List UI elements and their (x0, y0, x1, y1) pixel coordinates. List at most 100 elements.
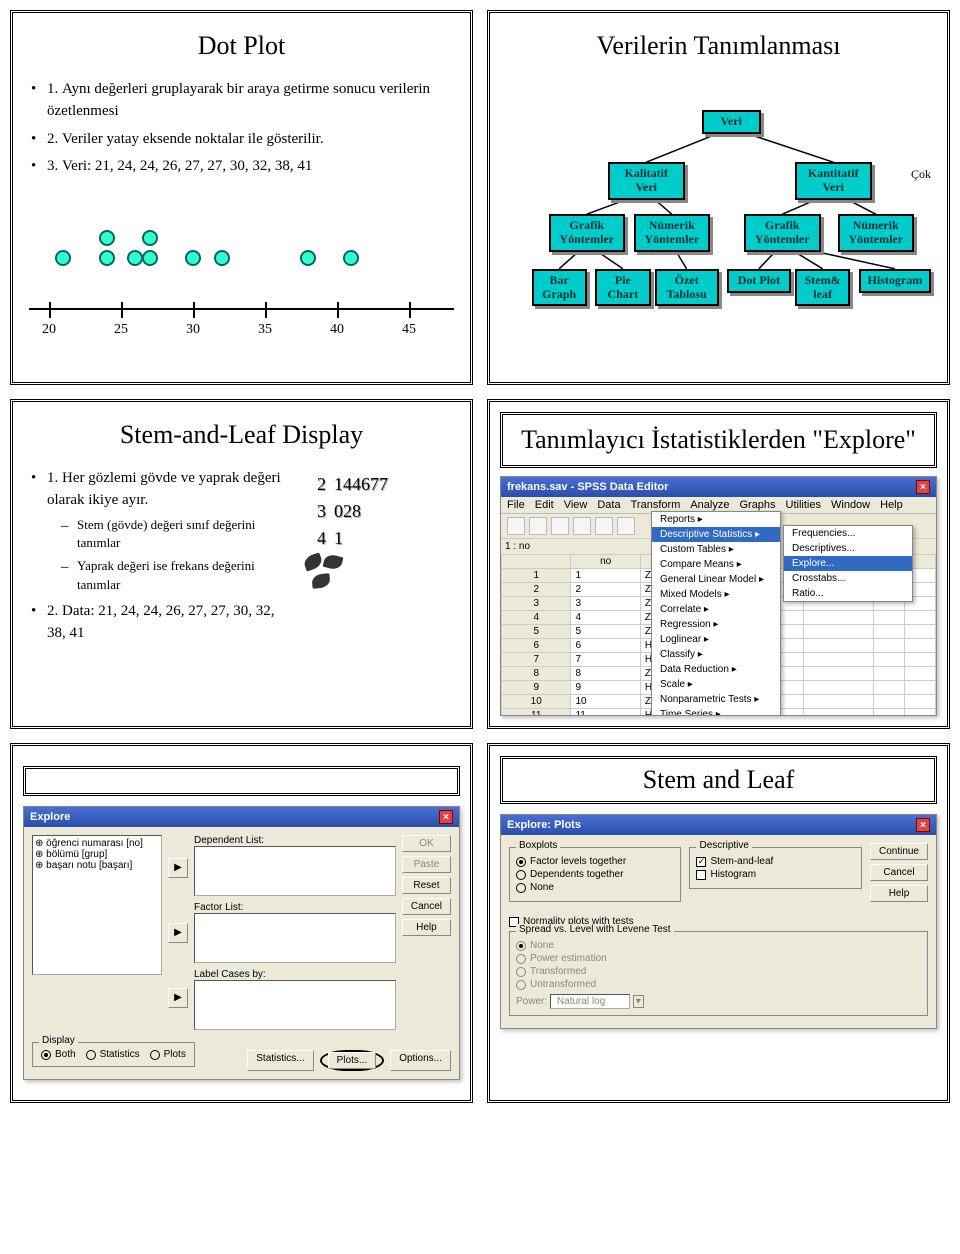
radio-boxplot[interactable] (516, 883, 526, 893)
submenu-item[interactable]: Data Reduction ▸ (652, 662, 780, 677)
submenu-item[interactable]: Classify ▸ (652, 647, 780, 662)
power-combo[interactable]: Natural log (550, 994, 630, 1009)
radio-boxplot[interactable] (516, 857, 526, 867)
tick-label: 35 (258, 322, 272, 338)
list-item[interactable]: ⊕ başarı notu [başarı] (35, 860, 159, 871)
transfer-button[interactable]: ▶ (168, 858, 188, 878)
toolbar-button[interactable] (595, 517, 613, 535)
list-item[interactable]: ⊕ bölümü [grup] (35, 849, 159, 860)
dot-marker (142, 230, 158, 246)
cancel-button[interactable]: Cancel (870, 864, 928, 881)
label-cases-field[interactable] (194, 980, 396, 1030)
dotplot-axis: 202530354045 (29, 308, 454, 368)
submenu-item[interactable]: Compare Means ▸ (652, 557, 780, 572)
variable-list[interactable]: ⊕ öğrenci numarası [no]⊕ bölümü [grup]⊕ … (32, 835, 162, 975)
continue-button[interactable]: Continue (870, 843, 928, 860)
submenu-item[interactable]: Reports ▸ (652, 512, 780, 527)
submenu-item[interactable]: Time Series ▸ (652, 707, 780, 716)
radio-both[interactable] (41, 1050, 51, 1060)
label-dependent: Dependent List: (194, 835, 396, 846)
submenu-item[interactable]: Descriptives... (784, 541, 912, 556)
radio-spread[interactable] (516, 941, 526, 951)
panel-title: Verilerin Tanımlanması (506, 31, 931, 61)
tick-label: 25 (114, 322, 128, 338)
tree-node: GrafikYöntemler (744, 214, 821, 252)
factor-list[interactable] (194, 913, 396, 963)
radio-plots[interactable] (150, 1050, 160, 1060)
menu-item[interactable]: Help (880, 499, 903, 511)
toolbar-button[interactable] (507, 517, 525, 535)
help-button[interactable]: Help (870, 885, 928, 902)
options-button[interactable]: Options... (390, 1050, 451, 1071)
submenu-item[interactable]: Mixed Models ▸ (652, 587, 780, 602)
bullet-2: 2. Data: 21, 24, 24, 26, 27, 27, 30, 32,… (29, 601, 284, 645)
window-titlebar: Explore × (24, 807, 459, 827)
tick-label: 40 (330, 322, 344, 338)
extra-label: Çok (911, 167, 931, 182)
dependent-list[interactable] (194, 846, 396, 896)
bullet-2: 2. Veriler yatay eksende noktalar ile gö… (29, 129, 454, 151)
submenu-item[interactable]: Frequencies... (784, 526, 912, 541)
plots-button[interactable]: Plots... (328, 1052, 377, 1069)
dot-marker (99, 250, 115, 266)
list-item[interactable]: ⊕ öğrenci numarası [no] (35, 838, 159, 849)
analyze-menu[interactable]: Reports ▸Descriptive Statistics ▸Custom … (651, 511, 781, 716)
submenu-item[interactable]: Scale ▸ (652, 677, 780, 692)
tree-node: GrafikYöntemler (549, 214, 626, 252)
close-icon[interactable]: × (916, 818, 930, 832)
menu-item[interactable]: Edit (535, 499, 554, 511)
bullet-1: 1. Aynı değerleri gruplayarak bir araya … (29, 79, 454, 123)
radio-boxplot[interactable] (516, 870, 526, 880)
radio-spread[interactable] (516, 967, 526, 977)
submenu-item[interactable]: Explore... (784, 556, 912, 571)
panel-spss-menu: Tanımlayıcı İstatistiklerden "Explore" f… (487, 399, 950, 729)
toolbar-button[interactable] (617, 517, 635, 535)
toolbar-button[interactable] (573, 517, 591, 535)
menu-item[interactable]: File (507, 499, 525, 511)
checkbox-stem-and-leaf[interactable]: ✓ (696, 857, 706, 867)
panel-title: Tanımlayıcı İstatistiklerden "Explore" (507, 419, 930, 461)
submenu-item[interactable]: Correlate ▸ (652, 602, 780, 617)
menu-item[interactable]: Analyze (690, 499, 729, 511)
menu-item[interactable]: Data (597, 499, 620, 511)
submenu-item[interactable]: Nonparametric Tests ▸ (652, 692, 780, 707)
submenu-item[interactable]: Loglinear ▸ (652, 632, 780, 647)
menu-item[interactable]: Utilities (786, 499, 821, 511)
panel-tree: Verilerin Tanımlanması Çok VeriKalitatif… (487, 10, 950, 385)
transfer-button[interactable]: ▶ (168, 923, 188, 943)
toolbar-button[interactable] (529, 517, 547, 535)
tree-node: Veri (702, 110, 762, 134)
window-titlebar: frekans.sav - SPSS Data Editor × (501, 477, 936, 497)
submenu-item[interactable]: Custom Tables ▸ (652, 542, 780, 557)
submenu-item[interactable]: Regression ▸ (652, 617, 780, 632)
dot-marker (99, 230, 115, 246)
leaf-value: 144677 (334, 474, 434, 495)
submenu-item[interactable]: Ratio... (784, 586, 912, 601)
radio-statistics[interactable] (86, 1050, 96, 1060)
help-button[interactable]: Help (402, 919, 451, 936)
paste-button[interactable]: Paste (402, 856, 451, 873)
submenu-item[interactable]: Descriptive Statistics ▸ (652, 527, 780, 542)
tree-node: NümerikYöntemler (838, 214, 915, 252)
close-icon[interactable]: × (439, 810, 453, 824)
reset-button[interactable]: Reset (402, 877, 451, 894)
leaf-value: 028 (334, 501, 434, 522)
radio-spread[interactable] (516, 980, 526, 990)
radio-spread[interactable] (516, 954, 526, 964)
menu-item[interactable]: Transform (631, 499, 681, 511)
menu-item[interactable]: View (564, 499, 588, 511)
leaf-value: 1 (334, 528, 434, 549)
cancel-button[interactable]: Cancel (402, 898, 451, 915)
checkbox-histogram[interactable] (696, 870, 706, 880)
toolbar-button[interactable] (551, 517, 569, 535)
transfer-button[interactable]: ▶ (168, 988, 188, 1008)
submenu-item[interactable]: General Linear Model ▸ (652, 572, 780, 587)
close-icon[interactable]: × (916, 480, 930, 494)
menu-item[interactable]: Window (831, 499, 870, 511)
ok-button[interactable]: OK (402, 835, 451, 852)
tick-label: 20 (42, 322, 56, 338)
statistics-button[interactable]: Statistics... (247, 1050, 313, 1071)
submenu-item[interactable]: Crosstabs... (784, 571, 912, 586)
descriptive-submenu[interactable]: Frequencies...Descriptives...Explore...C… (783, 525, 913, 602)
menu-item[interactable]: Graphs (739, 499, 775, 511)
